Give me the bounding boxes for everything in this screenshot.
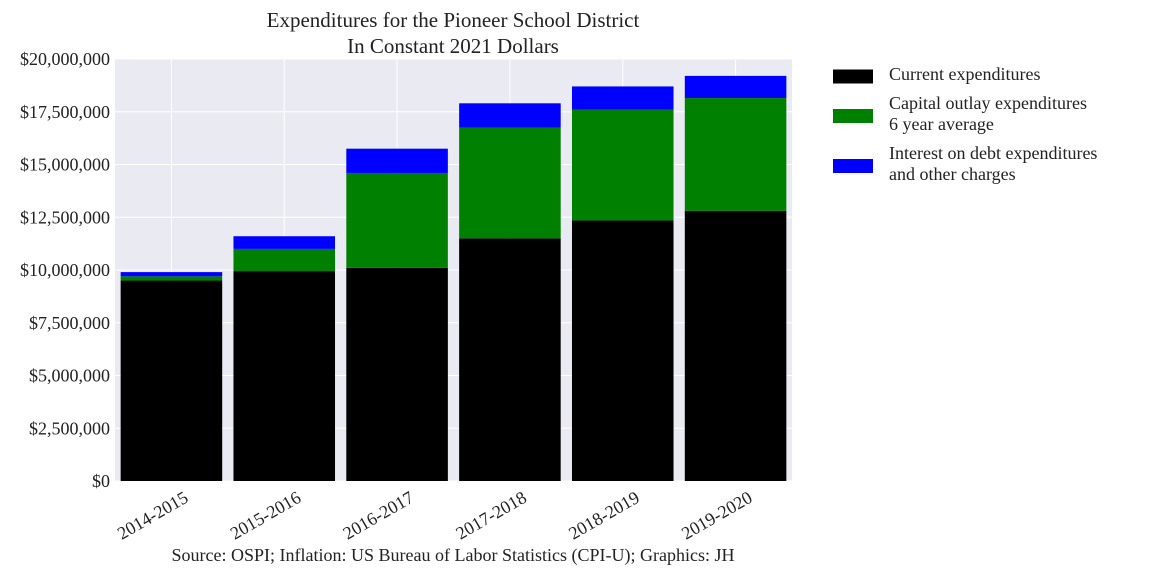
bar-segment-2018-2019-series-2 <box>571 109 674 221</box>
bar-segment-2016-2017-series-1 <box>346 267 448 481</box>
bar-segment-2018-2019-series-1 <box>571 220 674 482</box>
bars <box>120 75 787 482</box>
bar-segment-2017-2018-series-3 <box>459 103 561 128</box>
y-tick-label: $2,500,000 <box>29 418 110 438</box>
bar-segment-2015-2016-series-3 <box>233 236 336 249</box>
y-tick-label: $0 <box>92 471 110 491</box>
y-tick-label: $15,000,000 <box>20 155 110 175</box>
x-tick-label: 2016-2017 <box>340 487 418 543</box>
y-tick-label: $7,500,000 <box>29 313 110 333</box>
bar-segment-2016-2017-series-3 <box>346 148 448 173</box>
y-tick-label: $5,000,000 <box>29 366 110 386</box>
legend-label-series-2: 6 year average <box>889 114 994 134</box>
bar-segment-2017-2018-series-1 <box>459 238 561 481</box>
legend-label-series-1: Current expenditures <box>889 64 1040 84</box>
bar-segment-2019-2020-series-2 <box>684 98 787 211</box>
chart-title-line-2: In Constant 2021 Dollars <box>347 34 559 58</box>
x-tick-label: 2017-2018 <box>452 487 530 543</box>
legend-swatch-series-3 <box>833 159 873 173</box>
x-tick-label: 2015-2016 <box>227 487 305 543</box>
chart-title-line-1: Expenditures for the Pioneer School Dist… <box>267 8 640 32</box>
x-tick-label: 2014-2015 <box>114 487 192 543</box>
chart-title: Expenditures for the Pioneer School Dist… <box>267 8 640 58</box>
x-tick-label: 2018-2019 <box>565 487 643 543</box>
x-tick-label: 2019-2020 <box>678 487 756 543</box>
bar-segment-2015-2016-series-2 <box>233 248 336 272</box>
source-note: Source: OSPI; Inflation: US Bureau of La… <box>172 545 735 566</box>
bar-segment-2014-2015-series-1 <box>120 280 223 481</box>
bar-segment-2017-2018-series-2 <box>459 127 561 239</box>
bar-segment-2015-2016-series-1 <box>233 271 336 481</box>
legend: Current expenditures Capital outlay expen… <box>833 64 1097 184</box>
bar-segment-2016-2017-series-2 <box>346 172 448 268</box>
legend-label-series-3: and other charges <box>889 164 1016 184</box>
bar-segment-2019-2020-series-1 <box>684 210 787 482</box>
legend-label-series-2: Capital outlay expenditures <box>889 93 1087 113</box>
bar-segment-2014-2015-series-2 <box>120 276 223 281</box>
y-tick-label: $10,000,000 <box>20 260 110 280</box>
bar-segment-2014-2015-series-3 <box>120 272 223 277</box>
y-axis-ticks: $0 $2,500,000 $5,000,000 $7,500,000 $10,000,… <box>20 49 110 491</box>
legend-label-series-3: Interest on debt expenditures <box>889 143 1097 163</box>
legend-swatch-series-2 <box>833 109 873 123</box>
y-tick-label: $17,500,000 <box>20 102 110 122</box>
y-tick-label: $12,500,000 <box>20 207 110 227</box>
legend-swatch-series-1 <box>833 69 873 84</box>
bar-segment-2018-2019-series-3 <box>571 86 674 110</box>
y-tick-label: $20,000,000 <box>20 49 110 69</box>
bar-segment-2019-2020-series-3 <box>684 75 787 99</box>
x-axis-ticks: 2014-2015 2015-2016 2016-2017 2017-2018 2018… <box>114 487 756 543</box>
